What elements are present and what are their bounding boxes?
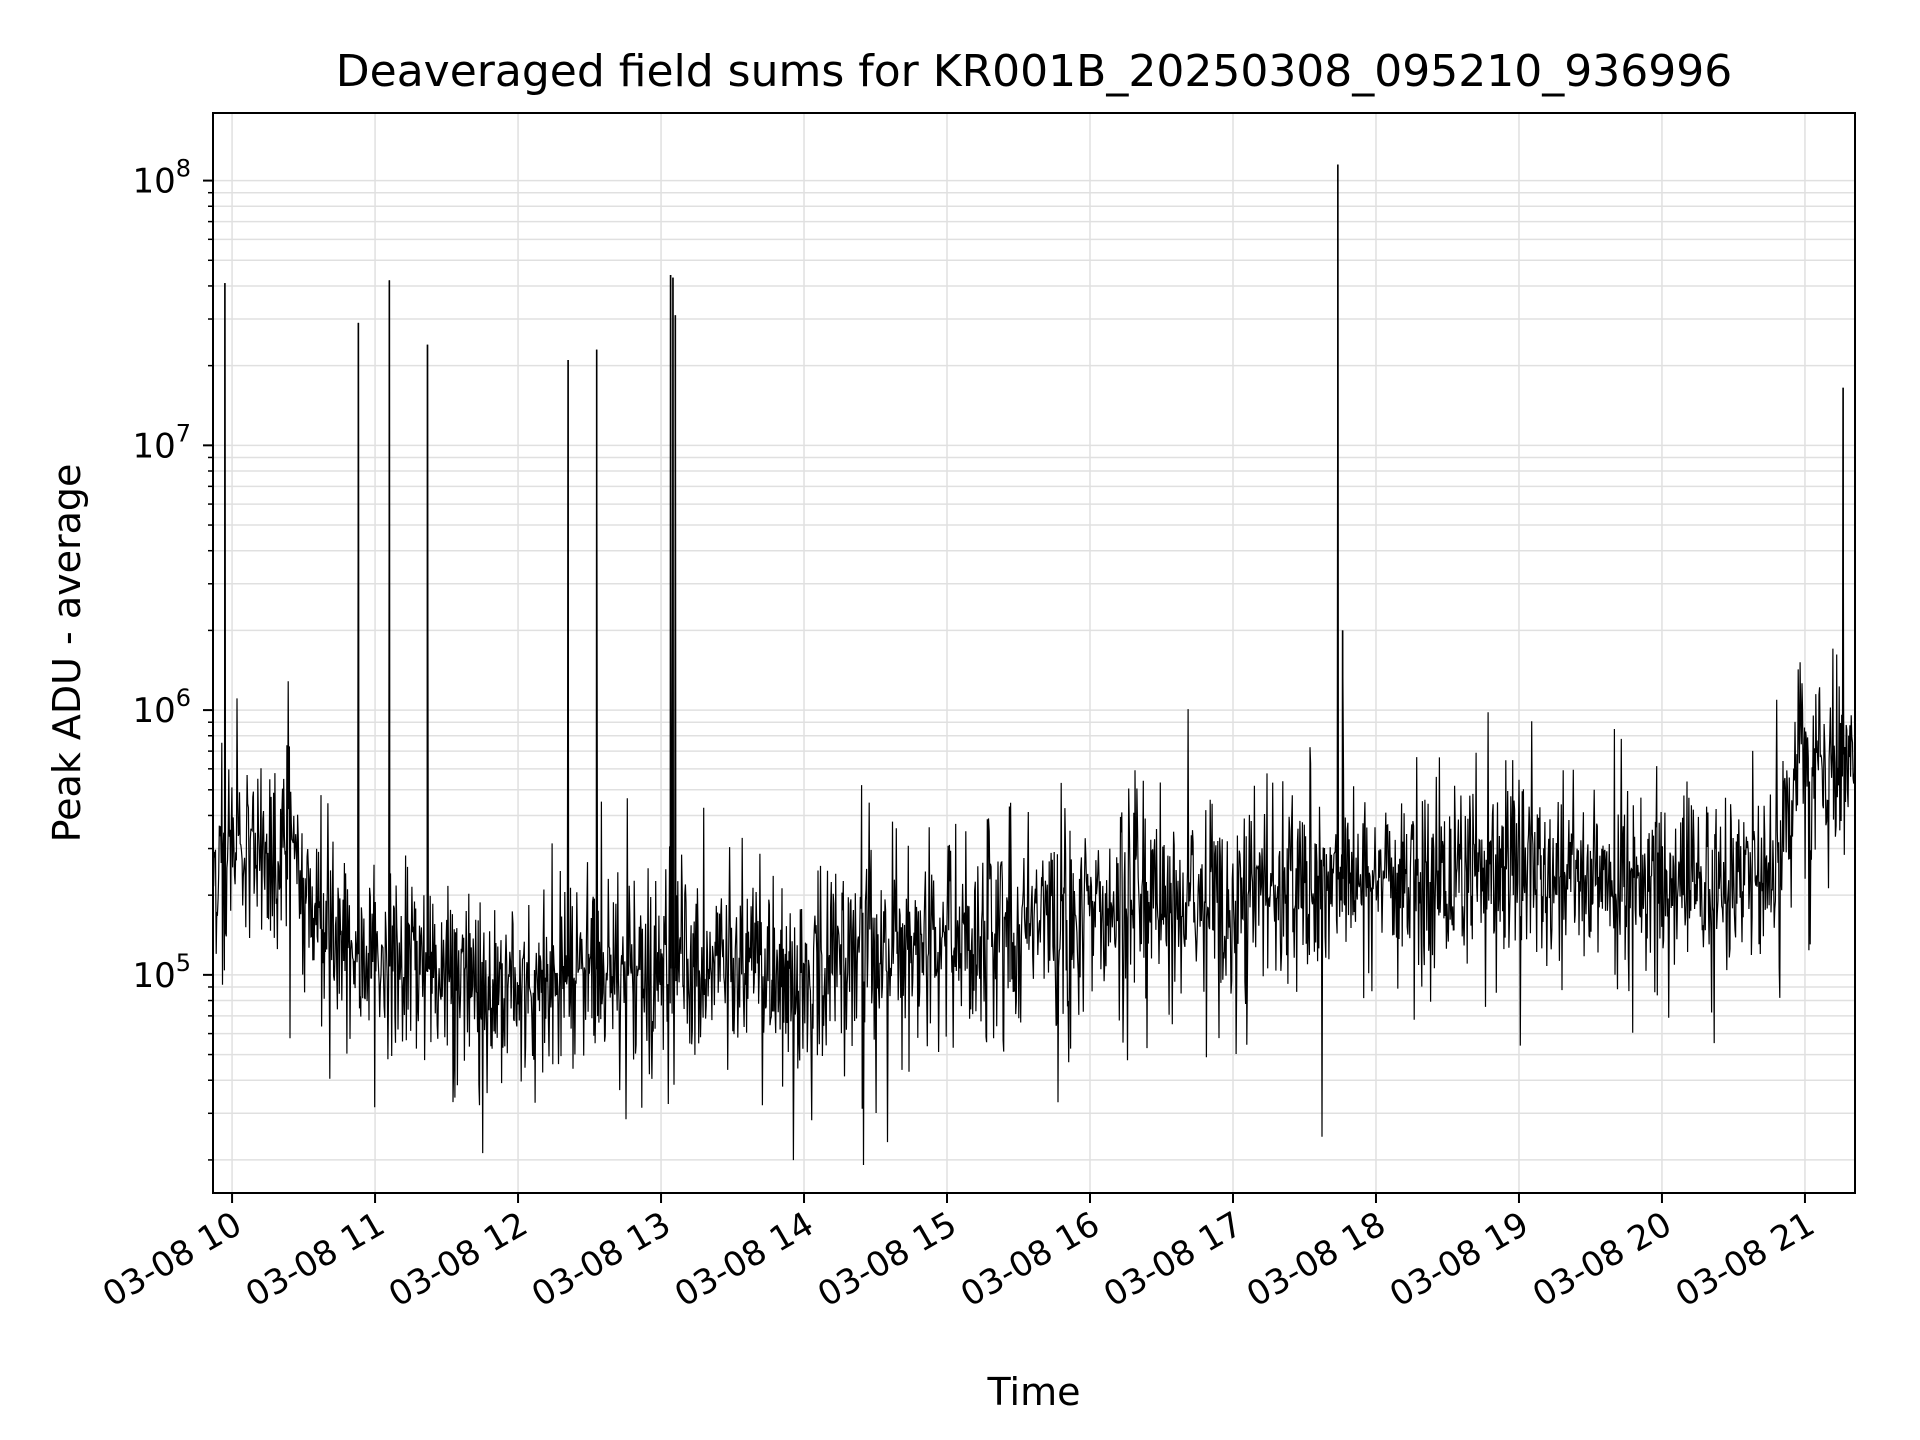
- plot-frame: [212, 112, 1856, 1194]
- series-line: [212, 164, 1856, 1166]
- chart-title: Deaveraged field sums for KR001B_2025030…: [336, 46, 1732, 97]
- y-tick-label: 106: [132, 684, 191, 731]
- y-axis-label: Peak ADU - average: [45, 464, 89, 843]
- y-tick-label: 105: [132, 949, 191, 996]
- y-axis: 105 106 107 108: [132, 155, 213, 1161]
- y-tick-label: 108: [132, 155, 191, 202]
- grid: [213, 113, 1855, 1193]
- series-path: [212, 164, 1856, 1166]
- x-axis-label: Time: [987, 1370, 1081, 1414]
- y-tick-label: 107: [132, 419, 191, 466]
